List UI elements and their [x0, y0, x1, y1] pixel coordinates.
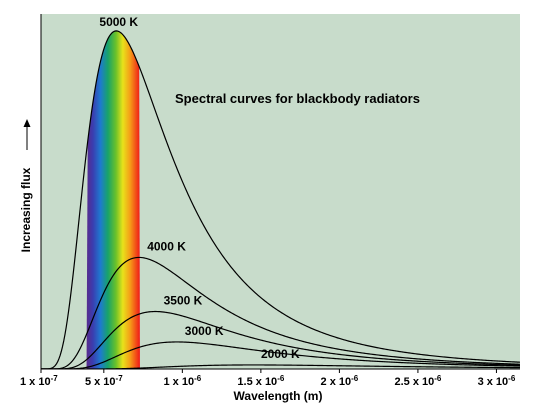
curve-label-3000k: 3000 K — [185, 324, 224, 338]
curve-label-3500k: 3500 K — [164, 294, 203, 308]
x-tick-label: 1 x 10-6 — [163, 374, 201, 388]
visible-spectrum-band — [86, 30, 140, 369]
y-axis-label: Increasing flux — [19, 167, 33, 252]
x-axis-label: Wavelength (m) — [234, 389, 323, 403]
x-tick-label: 2.5 x 10-6 — [394, 374, 441, 388]
chart-title: Spectral curves for blackbody radiators — [175, 91, 420, 106]
curve-3500k — [41, 310, 520, 369]
y-axis-label-group: Increasing flux — [19, 167, 33, 252]
x-tick-label: 1.5 x 10-6 — [237, 374, 284, 388]
x-tick-label: 2 x 10-6 — [321, 374, 359, 388]
curve-label-5000k: 5000 K — [99, 15, 138, 29]
curve-label-2000k: 2000 K — [261, 347, 300, 361]
curve-4000k — [41, 256, 520, 369]
curve-3000k — [41, 341, 520, 369]
x-tick-label: 5 x 10-7 — [85, 374, 123, 388]
curve-5000k — [41, 30, 520, 369]
y-axis-arrow — [23, 119, 31, 150]
curve-label-4000k: 4000 K — [147, 239, 186, 253]
x-tick-label: 1 x 10-7 — [20, 374, 58, 388]
x-tick-label: 3 x 10-6 — [478, 374, 516, 388]
